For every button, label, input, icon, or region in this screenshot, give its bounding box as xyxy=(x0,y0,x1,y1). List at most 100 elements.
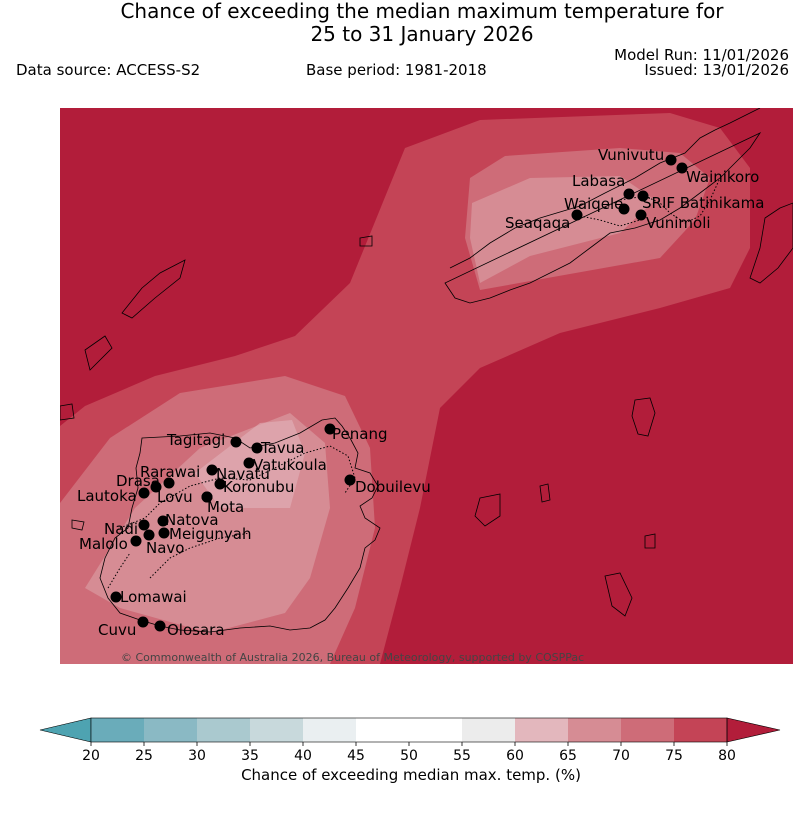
colorbar-tick-label: 80 xyxy=(718,748,736,764)
station-label: Mota xyxy=(207,498,244,516)
zone-60-65-north xyxy=(470,176,655,283)
station-label: Olosara xyxy=(167,621,225,639)
station-label: Navatu xyxy=(216,465,270,483)
islet-7 xyxy=(60,403,75,421)
islet-10 xyxy=(71,519,85,531)
station-olosara: Olosara xyxy=(154,620,225,639)
colorbar-segment xyxy=(621,718,674,742)
station-label: Natova xyxy=(165,511,219,529)
station-vunimoli: Vunimoli xyxy=(635,209,711,232)
station-marker xyxy=(154,620,166,632)
colorbar-segments xyxy=(39,717,781,743)
station-malolo: Malolo xyxy=(79,535,142,553)
station-label: Seaqaqa xyxy=(505,214,570,232)
probability-map: Vunivutu Wainikoro Labasa SRIF Batinikama Wa… xyxy=(60,108,793,664)
colorbar-extend-low xyxy=(39,717,92,743)
islet-3 xyxy=(474,493,501,527)
station-marker xyxy=(676,162,688,174)
colorbar-segment xyxy=(356,718,409,742)
base-period-label: Base period: 1981-2018 xyxy=(306,61,487,79)
station-label: Tavua xyxy=(260,439,304,457)
colorbar-tick-label: 25 xyxy=(135,748,153,764)
station-marker xyxy=(157,515,169,527)
station-label: Drasa xyxy=(116,472,160,490)
islet-5 xyxy=(644,533,656,549)
station-marker xyxy=(251,442,263,454)
station-marker xyxy=(201,491,213,503)
colorbar-extend-high xyxy=(726,717,781,743)
station-waiqele: Waiqele xyxy=(564,195,630,215)
station-label: Cuvu xyxy=(98,621,136,639)
islet-6 xyxy=(539,483,551,503)
station-natova: Natova xyxy=(157,511,219,529)
islet-2 xyxy=(631,397,656,437)
islet-4 xyxy=(604,572,633,617)
colorbar-tick-label: 60 xyxy=(506,748,524,764)
station-marker xyxy=(163,477,175,489)
station-label: Lovu xyxy=(157,488,193,506)
station-marker xyxy=(324,423,336,435)
station-marker xyxy=(637,190,649,202)
station-marker xyxy=(138,519,150,531)
station-cuvu: Cuvu xyxy=(98,616,149,639)
station-dobuilevu: Dobuilevu xyxy=(344,474,431,496)
stations: Vunivutu Wainikoro Labasa SRIF Batinikama Wa… xyxy=(77,146,764,639)
colorbar-segment xyxy=(568,718,621,742)
station-tavua: Tavua xyxy=(251,439,304,457)
station-marker xyxy=(635,209,647,221)
colorbar-tick-label: 20 xyxy=(82,748,100,764)
station-label: Meigunyah xyxy=(169,525,251,543)
station-marker xyxy=(230,436,242,448)
station-navo: Navo xyxy=(143,529,184,557)
station-nadi: Nadi xyxy=(104,519,150,538)
colorbar-ticks: 20 25 30 35 40 45 50 55 60 65 70 75 80 xyxy=(82,742,736,764)
colorbar-segment xyxy=(91,718,144,742)
colorbar-tick-label: 40 xyxy=(294,748,312,764)
islet-9 xyxy=(121,259,186,319)
station-label: Vunivutu xyxy=(598,146,664,164)
station-label: Navo xyxy=(146,539,184,557)
station-marker xyxy=(571,209,583,221)
model-run-label: Model Run: 11/01/2026 xyxy=(614,46,789,64)
colorbar-segment xyxy=(462,718,515,742)
station-penang: Penang xyxy=(324,423,387,443)
title-line-2: 25 to 31 January 2026 xyxy=(310,22,534,46)
station-marker xyxy=(243,457,255,469)
station-meigunyah: Meigunyah xyxy=(158,525,251,543)
station-marker xyxy=(110,591,122,603)
station-navatu: Navatu xyxy=(214,465,270,490)
colorbar-tick-label: 70 xyxy=(612,748,630,764)
station-vatukoula: Vatukoula xyxy=(243,456,327,474)
issued-label: Issued: 13/01/2026 xyxy=(644,61,789,79)
station-wainikoro: Wainikoro xyxy=(676,162,759,186)
station-marker xyxy=(206,464,218,476)
colorbar-tick-label: 55 xyxy=(453,748,471,764)
colorbar-tick-label: 45 xyxy=(347,748,365,764)
station-label: Lautoka xyxy=(77,487,137,505)
station-label: Rarawai xyxy=(140,463,200,481)
copyright-notice: © Commonwealth of Australia 2026, Bureau… xyxy=(121,651,584,664)
station-marker xyxy=(150,481,162,493)
islet-8 xyxy=(84,335,113,371)
viti-levu-coast xyxy=(99,417,381,633)
station-lautoka: Lautoka xyxy=(77,487,150,505)
colorbar-segment xyxy=(144,718,197,742)
colorbar-segment xyxy=(515,718,568,742)
colorbar-segment xyxy=(197,718,250,742)
colorbar-segment xyxy=(674,718,727,742)
station-labasa: Labasa xyxy=(572,172,635,200)
islet-1 xyxy=(359,235,373,247)
station-label: Vatukoula xyxy=(253,456,327,474)
station-marker xyxy=(618,203,630,215)
station-label: Malolo xyxy=(79,535,128,553)
station-label: SRIF Batinikama xyxy=(642,194,764,212)
station-marker xyxy=(130,535,142,547)
station-mota: Mota xyxy=(201,491,244,516)
station-marker xyxy=(137,616,149,628)
station-rarawai: Rarawai xyxy=(140,463,218,481)
colorbar-segment xyxy=(409,718,462,742)
station-marker xyxy=(623,188,635,200)
map-title: Chance of exceeding the median maximum t… xyxy=(0,0,804,46)
station-koronubu: Koronubu xyxy=(163,477,294,496)
colorbar-tick-label: 30 xyxy=(188,748,206,764)
